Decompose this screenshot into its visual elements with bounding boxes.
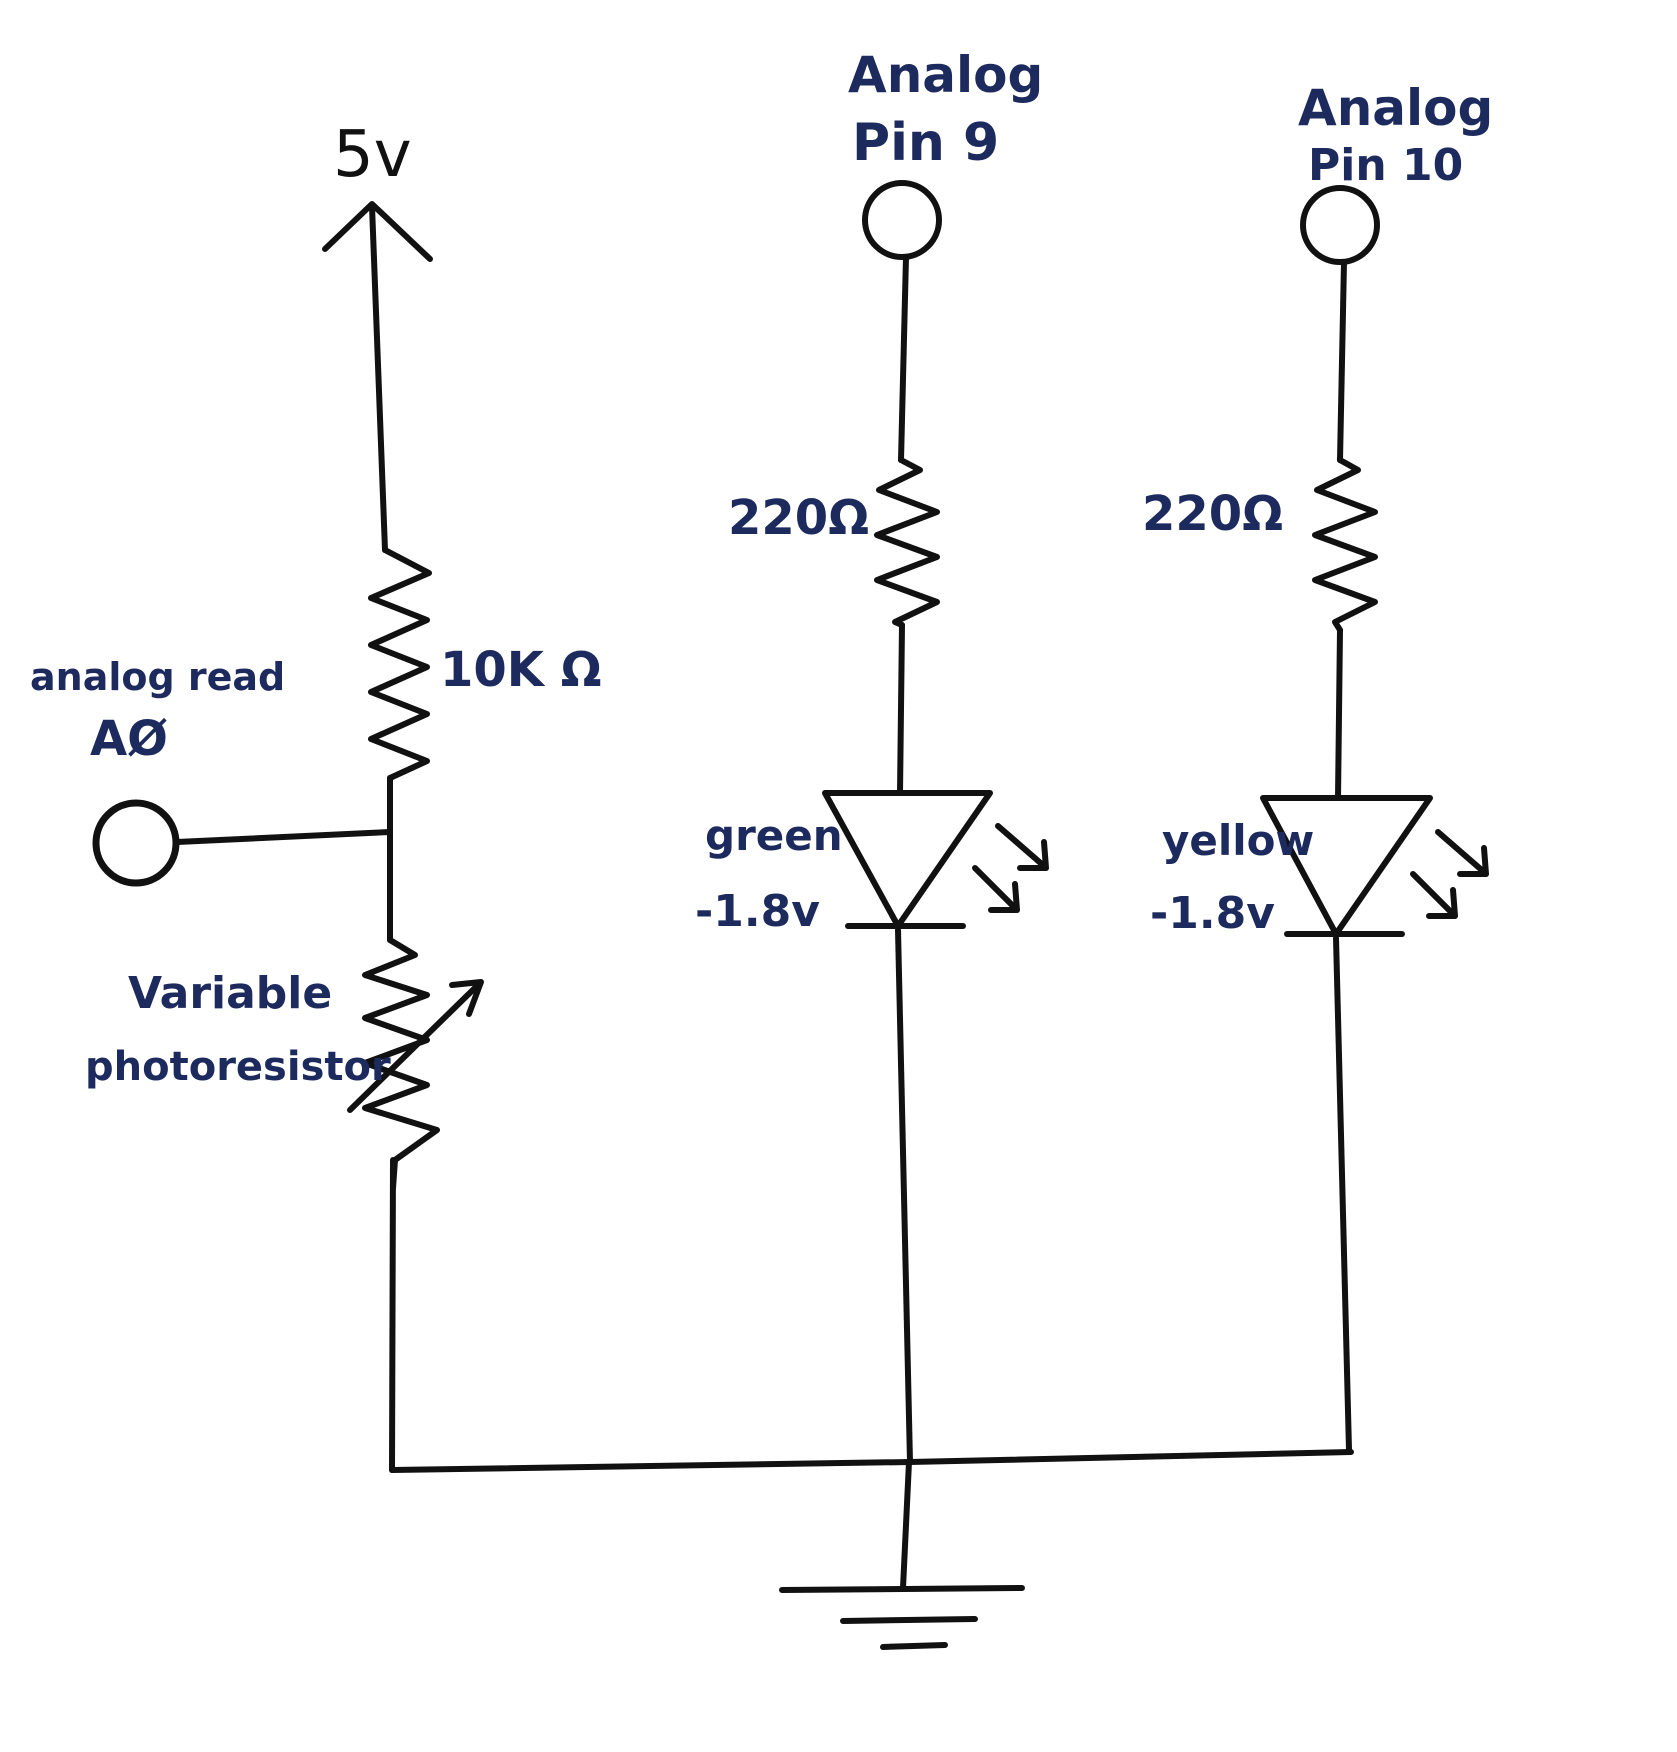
photoresistor-label-line1: Variable: [128, 968, 332, 1019]
input-wire: [174, 829, 393, 845]
led-green-label-line1: green: [705, 811, 843, 860]
light-emission-arrows-icon: [972, 823, 1049, 913]
led-yellow-label-line2: -1.8v: [1150, 888, 1275, 939]
fixed-resistor-10k: [368, 547, 432, 781]
light-emission-arrows-icon: [1410, 829, 1489, 919]
supply-branch: [92, 201, 484, 1473]
pin9-label-line2: Pin 9: [852, 113, 999, 173]
ground-icon: [779, 1459, 1025, 1650]
resistor-green-label: 220Ω: [728, 490, 869, 546]
ground-bus: [389, 1449, 1354, 1473]
arrow-up-icon: [322, 201, 433, 553]
input-label-line2: AØ: [90, 711, 168, 767]
pin10-terminal: [1300, 185, 1380, 265]
resistor-green-220: [874, 457, 940, 628]
led-yellow: [1260, 795, 1433, 937]
resistor-yellow-220: [1312, 457, 1378, 633]
supply-label: 5v: [333, 118, 412, 192]
input-label-line1: analog read: [30, 655, 285, 699]
photoresistor: [362, 937, 440, 1191]
yellow-led-branch: [1260, 185, 1489, 1453]
fixed-resistor-label: 10K Ω: [440, 642, 602, 698]
left-ground-wire: [389, 1157, 396, 1473]
photoresistor-label-line2: photoresistor: [85, 1044, 391, 1090]
pin9-terminal: [862, 180, 942, 260]
resistor-yellow-label: 220Ω: [1142, 486, 1283, 542]
pin10-label-line1: Analog: [1298, 79, 1493, 137]
pin9-label-line1: Analog: [848, 46, 1043, 104]
pin10-label-line2: Pin 10: [1308, 140, 1463, 191]
led-yellow-label-line1: yellow: [1162, 816, 1314, 865]
input-terminal-a0: [92, 799, 180, 887]
led-green-label-line2: -1.8v: [695, 886, 820, 937]
led-green: [822, 790, 993, 929]
variable-arrow-icon: [347, 980, 483, 1113]
green-led-branch: [822, 180, 1049, 1465]
